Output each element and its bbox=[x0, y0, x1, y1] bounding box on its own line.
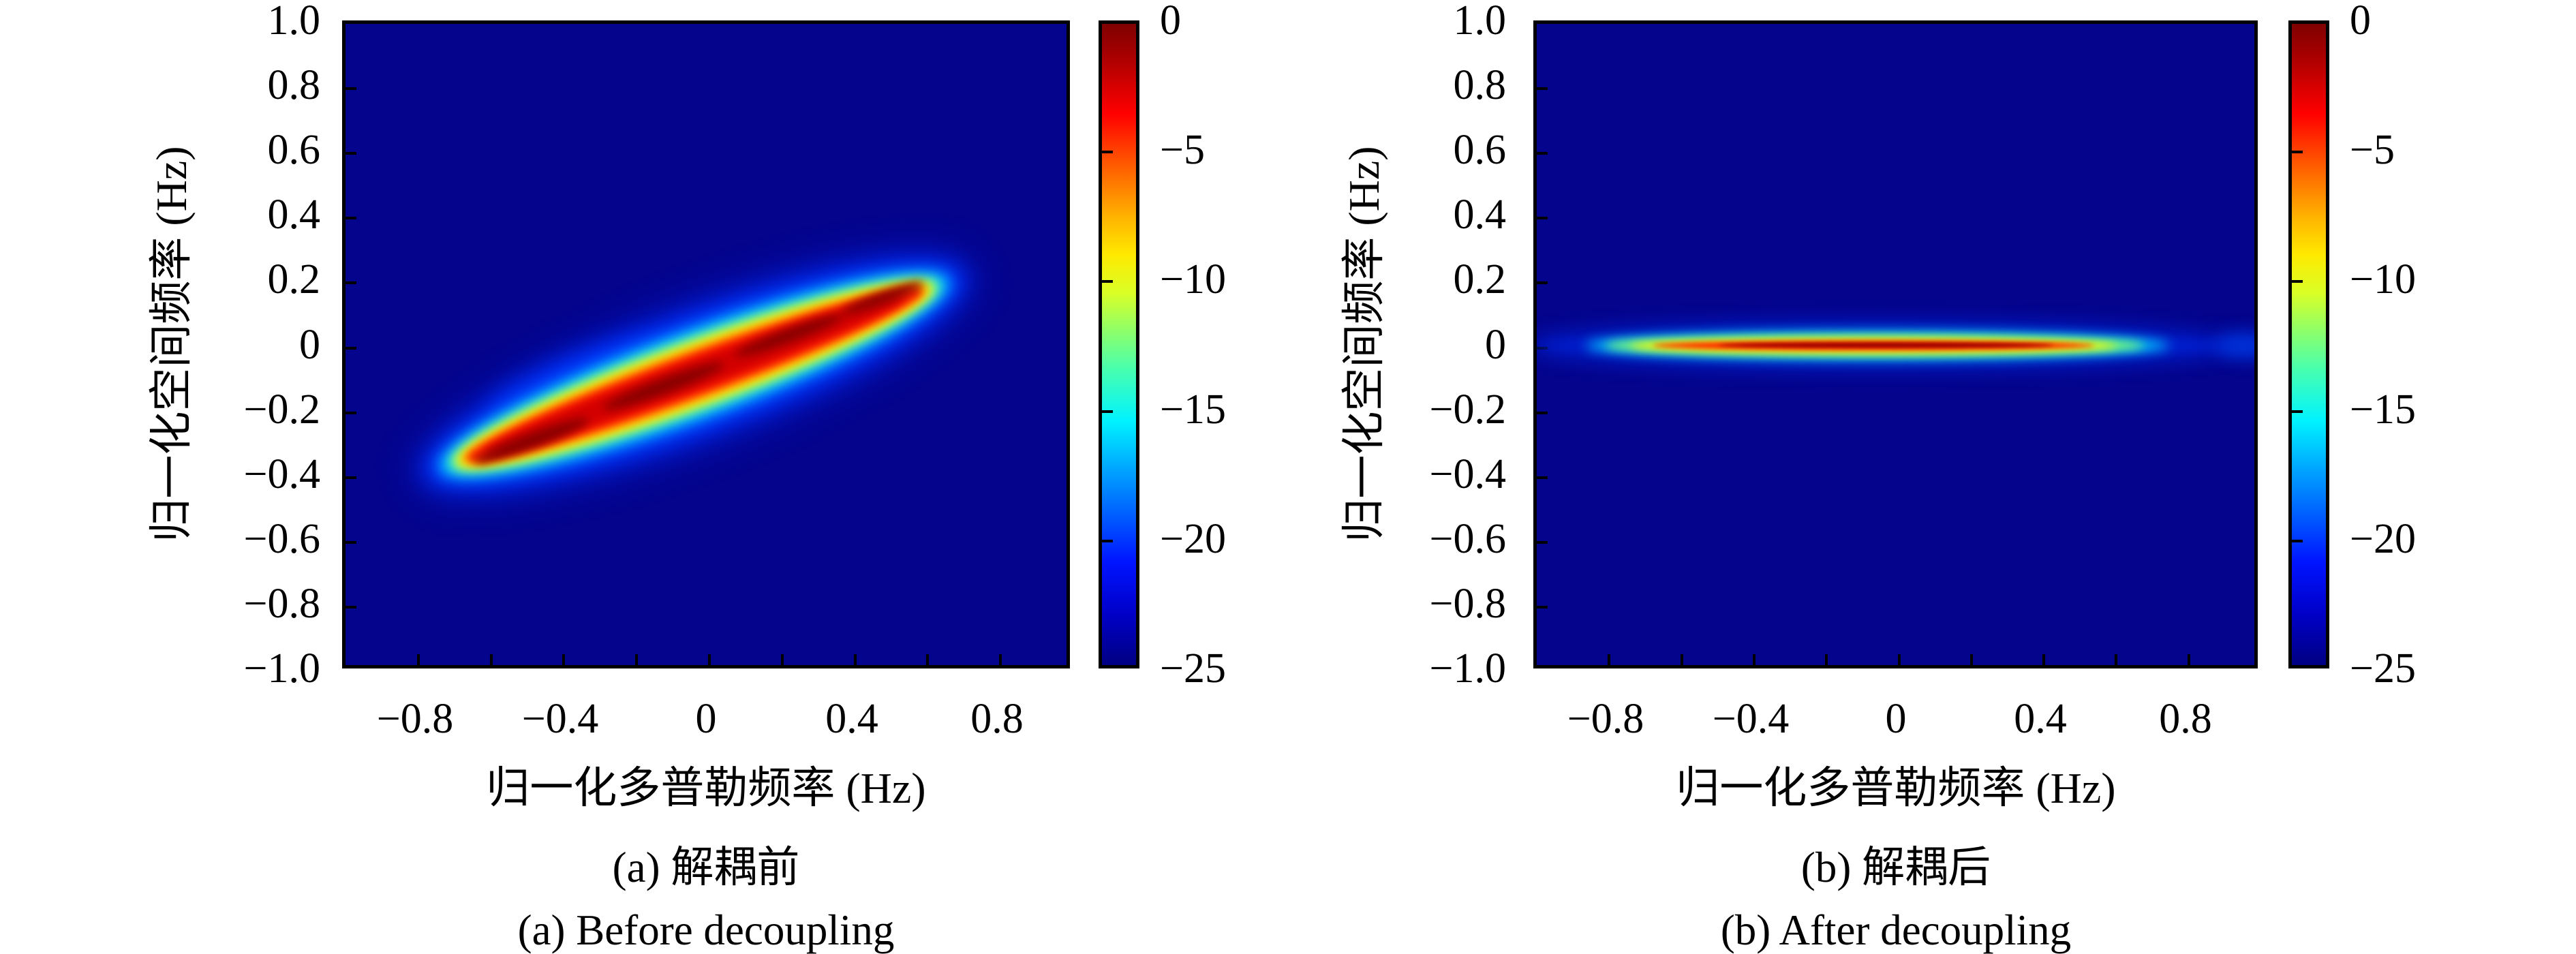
tick-mark bbox=[1681, 654, 1683, 665]
y-tick-label: 0.6 bbox=[267, 127, 321, 173]
tick-mark bbox=[2292, 151, 2303, 153]
tick-mark bbox=[1970, 654, 1973, 665]
tick-mark bbox=[1537, 217, 1548, 219]
y-tick-label: 0.8 bbox=[267, 62, 321, 108]
y-tick-label: −0.6 bbox=[1429, 516, 1506, 562]
tick-mark bbox=[346, 217, 356, 219]
tick-mark bbox=[346, 606, 356, 609]
tick-mark bbox=[346, 541, 356, 544]
x-tick-label: 0.4 bbox=[825, 696, 878, 742]
x-tick-label: 0.8 bbox=[2159, 696, 2212, 742]
colorbar-tick-label: −25 bbox=[1160, 645, 1226, 692]
x-tick-label: 0 bbox=[1885, 696, 1907, 742]
colorbar-tick-label: −10 bbox=[2350, 256, 2416, 303]
colorbar-tick-label: −20 bbox=[2350, 516, 2416, 562]
x-axis-title: 归一化多普勒频率 (Hz) bbox=[1676, 764, 2116, 812]
colorbar-tick-label: −15 bbox=[2350, 386, 2416, 433]
y-tick-label: 0.6 bbox=[1453, 127, 1507, 173]
colorbar-tick-label: −10 bbox=[1160, 256, 1226, 303]
colorbar-a bbox=[1099, 20, 1139, 668]
tick-mark bbox=[926, 654, 929, 665]
tick-mark bbox=[346, 281, 356, 284]
x-axis-title: 归一化多普勒频率 (Hz) bbox=[486, 764, 926, 812]
tick-mark bbox=[1537, 281, 1548, 284]
colorbar-b bbox=[2288, 20, 2329, 668]
y-tick-label: −0.8 bbox=[1429, 581, 1506, 627]
tick-mark bbox=[1825, 654, 1828, 665]
tick-mark bbox=[2115, 654, 2117, 665]
ridge-edge-blob bbox=[2215, 332, 2254, 359]
tick-mark bbox=[2188, 654, 2190, 665]
tick-mark bbox=[1537, 541, 1548, 544]
tick-mark bbox=[1537, 412, 1548, 414]
y-tick-label: 0.8 bbox=[1453, 62, 1507, 108]
caption-en: (b) After decoupling bbox=[1720, 906, 2072, 954]
y-tick-label: −0.2 bbox=[243, 386, 320, 433]
tick-mark bbox=[1608, 654, 1610, 665]
tick-mark bbox=[346, 347, 356, 350]
tick-mark bbox=[490, 654, 493, 665]
x-tick-label: 0 bbox=[695, 696, 717, 742]
colorbar-tick-label: 0 bbox=[2350, 0, 2371, 44]
x-tick-label: 0.4 bbox=[2014, 696, 2067, 742]
colorbar-tick-label: −5 bbox=[1160, 127, 1205, 173]
y-tick-label: −1.0 bbox=[1429, 645, 1506, 692]
tick-mark bbox=[1537, 152, 1548, 155]
tick-mark bbox=[1898, 654, 1901, 665]
y-tick-label: −0.4 bbox=[243, 451, 320, 497]
tick-mark bbox=[346, 476, 356, 479]
colorbar-tick-label: −25 bbox=[2350, 645, 2416, 692]
tick-mark bbox=[708, 654, 711, 665]
tick-mark bbox=[346, 152, 356, 155]
y-tick-label: −0.8 bbox=[243, 581, 320, 627]
tick-mark bbox=[346, 412, 356, 414]
tick-mark bbox=[1537, 87, 1548, 90]
y-tick-label: −1.0 bbox=[243, 645, 320, 692]
y-tick-label: −0.2 bbox=[1429, 386, 1506, 433]
y-tick-label: 0.4 bbox=[1453, 191, 1507, 238]
colorbar-tick-label: 0 bbox=[1160, 0, 1181, 44]
y-tick-label: 1.0 bbox=[267, 0, 321, 44]
tick-mark bbox=[854, 654, 857, 665]
caption-zh: (a) 解耦前 bbox=[612, 844, 800, 891]
y-tick-label: 0.4 bbox=[267, 191, 321, 238]
tick-mark bbox=[1753, 654, 1755, 665]
y-tick-label: 0.2 bbox=[1453, 256, 1507, 303]
x-tick-label: −0.4 bbox=[1712, 696, 1790, 742]
x-tick-label: −0.8 bbox=[1567, 696, 1644, 742]
caption-en: (a) Before decoupling bbox=[517, 906, 895, 954]
y-tick-label: 0.2 bbox=[267, 256, 321, 303]
x-tick-label: 0.8 bbox=[970, 696, 1024, 742]
y-tick-label: 0 bbox=[1485, 322, 1506, 368]
y-tick-label: 1.0 bbox=[1453, 0, 1507, 44]
caption-zh: (b) 解耦后 bbox=[1800, 844, 1991, 891]
tick-mark bbox=[562, 654, 565, 665]
tick-mark bbox=[1537, 606, 1548, 609]
tick-mark bbox=[1537, 476, 1548, 479]
tick-mark bbox=[635, 654, 638, 665]
tick-mark bbox=[1102, 540, 1113, 542]
y-tick-label: 0 bbox=[299, 322, 320, 368]
colorbar-tick-label: −20 bbox=[1160, 516, 1226, 562]
ridge-dark-core bbox=[1718, 343, 2053, 348]
tick-mark bbox=[2292, 280, 2303, 283]
tick-mark bbox=[1102, 410, 1113, 413]
tick-mark bbox=[417, 654, 420, 665]
tick-mark bbox=[2292, 410, 2303, 413]
x-tick-label: −0.8 bbox=[376, 696, 454, 742]
tick-mark bbox=[999, 654, 1002, 665]
tick-mark bbox=[1102, 151, 1113, 153]
tick-mark bbox=[2292, 540, 2303, 542]
tick-mark bbox=[346, 87, 356, 90]
tick-mark bbox=[2042, 654, 2045, 665]
y-tick-label: −0.4 bbox=[1429, 451, 1506, 497]
y-tick-label: −0.6 bbox=[243, 516, 320, 562]
x-tick-label: −0.4 bbox=[521, 696, 599, 742]
plot-area-a bbox=[342, 20, 1070, 668]
colorbar-tick-label: −15 bbox=[1160, 386, 1226, 433]
tick-mark bbox=[1102, 280, 1113, 283]
plot-area-b bbox=[1533, 20, 2258, 668]
tick-mark bbox=[781, 654, 784, 665]
colorbar-tick-label: −5 bbox=[2350, 127, 2395, 173]
